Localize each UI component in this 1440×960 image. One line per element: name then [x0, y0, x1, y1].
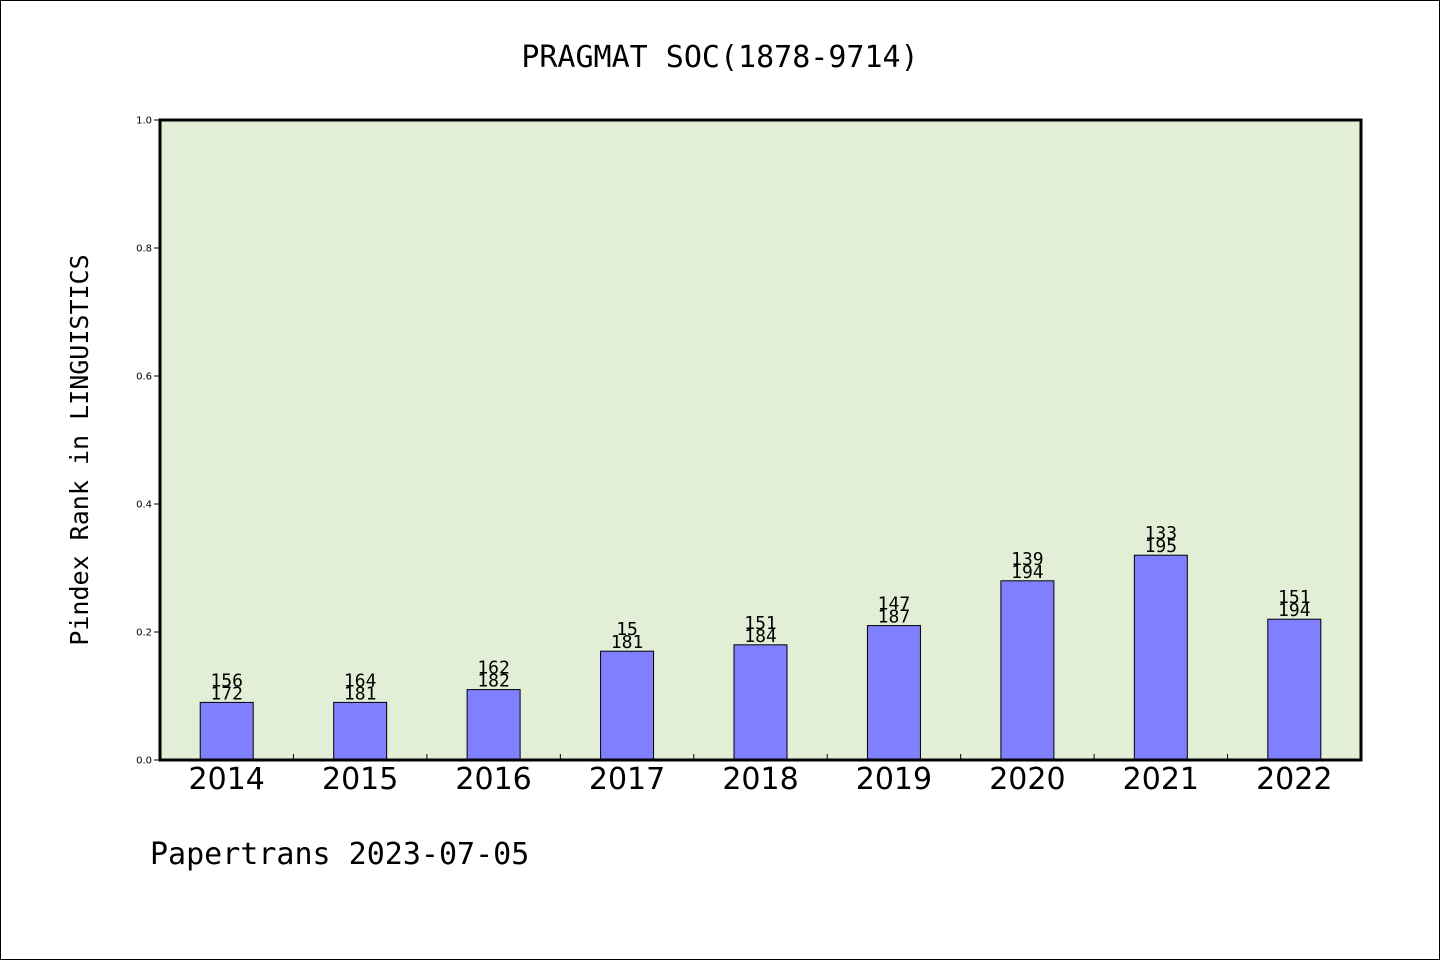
bar-total-label: 194 — [1278, 600, 1311, 621]
bar-total-label: 181 — [344, 683, 377, 704]
bar-rank-label: 156 — [210, 670, 243, 691]
bar-total-label: 184 — [744, 626, 777, 647]
bar-total-label: 182 — [477, 671, 510, 692]
bar-2017 — [600, 650, 655, 761]
bar-2020 — [1000, 580, 1055, 761]
bar-total-label: 195 — [1145, 536, 1178, 557]
bar-2015 — [333, 701, 388, 761]
x-axis-ticks: 2014 2015 2016 2017 2018 2019 2020 2021 2022 — [189, 754, 1332, 797]
x-tick-label: 2019 — [856, 762, 932, 797]
bar-rank-label: 151 — [744, 613, 777, 634]
plot-border — [158, 118, 1363, 762]
bars — [199, 554, 1322, 761]
bar-rank-label: 133 — [1145, 523, 1178, 544]
y-tick-label: 0.4 — [136, 500, 152, 511]
bar-total-label: 194 — [1011, 562, 1044, 583]
footer-credit: Papertrans 2023-07-05 — [150, 837, 529, 872]
bar-rank-label: 139 — [1011, 549, 1044, 570]
bar-2019 — [866, 625, 921, 761]
bar-total-label: 187 — [878, 607, 911, 628]
y-tick-label: 0.0 — [136, 756, 152, 767]
y-axis-label: Pindex Rank in LINGUISTICS — [65, 254, 94, 645]
x-tick-label: 2018 — [722, 762, 798, 797]
bar-rank-label: 147 — [878, 594, 911, 615]
bar-rank-label: 151 — [1278, 587, 1311, 608]
bar-rank-label: 15 — [616, 619, 638, 640]
bar-2022 — [1267, 618, 1322, 761]
data-labels: 1561721641811621821518115118414718713919… — [210, 523, 1310, 704]
y-tick-label: 0.6 — [136, 372, 152, 383]
bar-total-label: 181 — [611, 632, 644, 653]
x-tick-label: 2016 — [455, 762, 531, 797]
y-tick-label: 1.0 — [136, 116, 152, 127]
bar-rank-label: 164 — [344, 670, 377, 691]
x-tick-label: 2021 — [1123, 762, 1199, 797]
x-tick-label: 2015 — [322, 762, 398, 797]
bar-2021 — [1133, 554, 1188, 761]
bar-total-label: 172 — [210, 683, 243, 704]
x-tick-label: 2022 — [1256, 762, 1332, 797]
bar-2014 — [199, 701, 254, 761]
y-tick-label: 0.2 — [136, 628, 152, 639]
x-tick-label: 2020 — [989, 762, 1065, 797]
x-tick-label: 2017 — [589, 762, 665, 797]
x-tick-label: 2014 — [189, 762, 265, 797]
bar-rank-label: 162 — [477, 658, 510, 679]
y-axis-ticks: 0.0 0.2 0.4 0.6 0.8 1.0 — [136, 116, 160, 767]
bar-2018 — [733, 644, 788, 761]
bar-2016 — [466, 689, 521, 761]
y-tick-label: 0.8 — [136, 244, 152, 255]
chart-title: PRAGMAT SOC(1878-9714) — [521, 40, 918, 75]
